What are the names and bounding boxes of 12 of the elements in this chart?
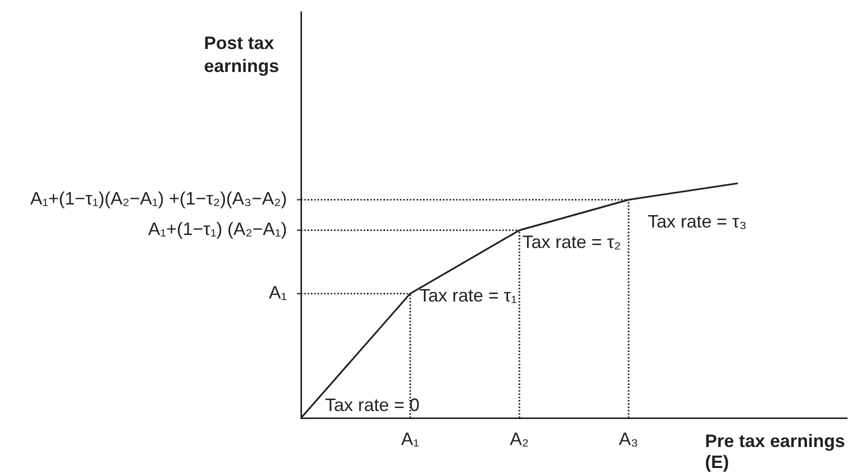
text: A₁+(1−τ₁) (A₂−A₁) <box>148 219 287 240</box>
annotation: Tax rate = 0 <box>325 394 420 415</box>
annotation: Tax rate = τ₁ <box>419 286 517 306</box>
text: Post tax earnings <box>204 33 280 76</box>
text: A₁+(1−τ₁)(A₂−A₁) +(1−τ₂)(A₃−A₂) <box>30 188 287 209</box>
x-tick-label: A₁ <box>401 428 420 449</box>
annotation: Tax rate = τ₂ <box>522 232 622 252</box>
x-axis-title: Pre tax earnings (E) <box>705 431 846 472</box>
x-tick-label: A₂ <box>510 428 529 449</box>
annotation: Tax rate = τ₃ <box>648 212 747 232</box>
text: A₁ <box>268 282 287 303</box>
x-tick-label: A₃ <box>618 428 638 449</box>
